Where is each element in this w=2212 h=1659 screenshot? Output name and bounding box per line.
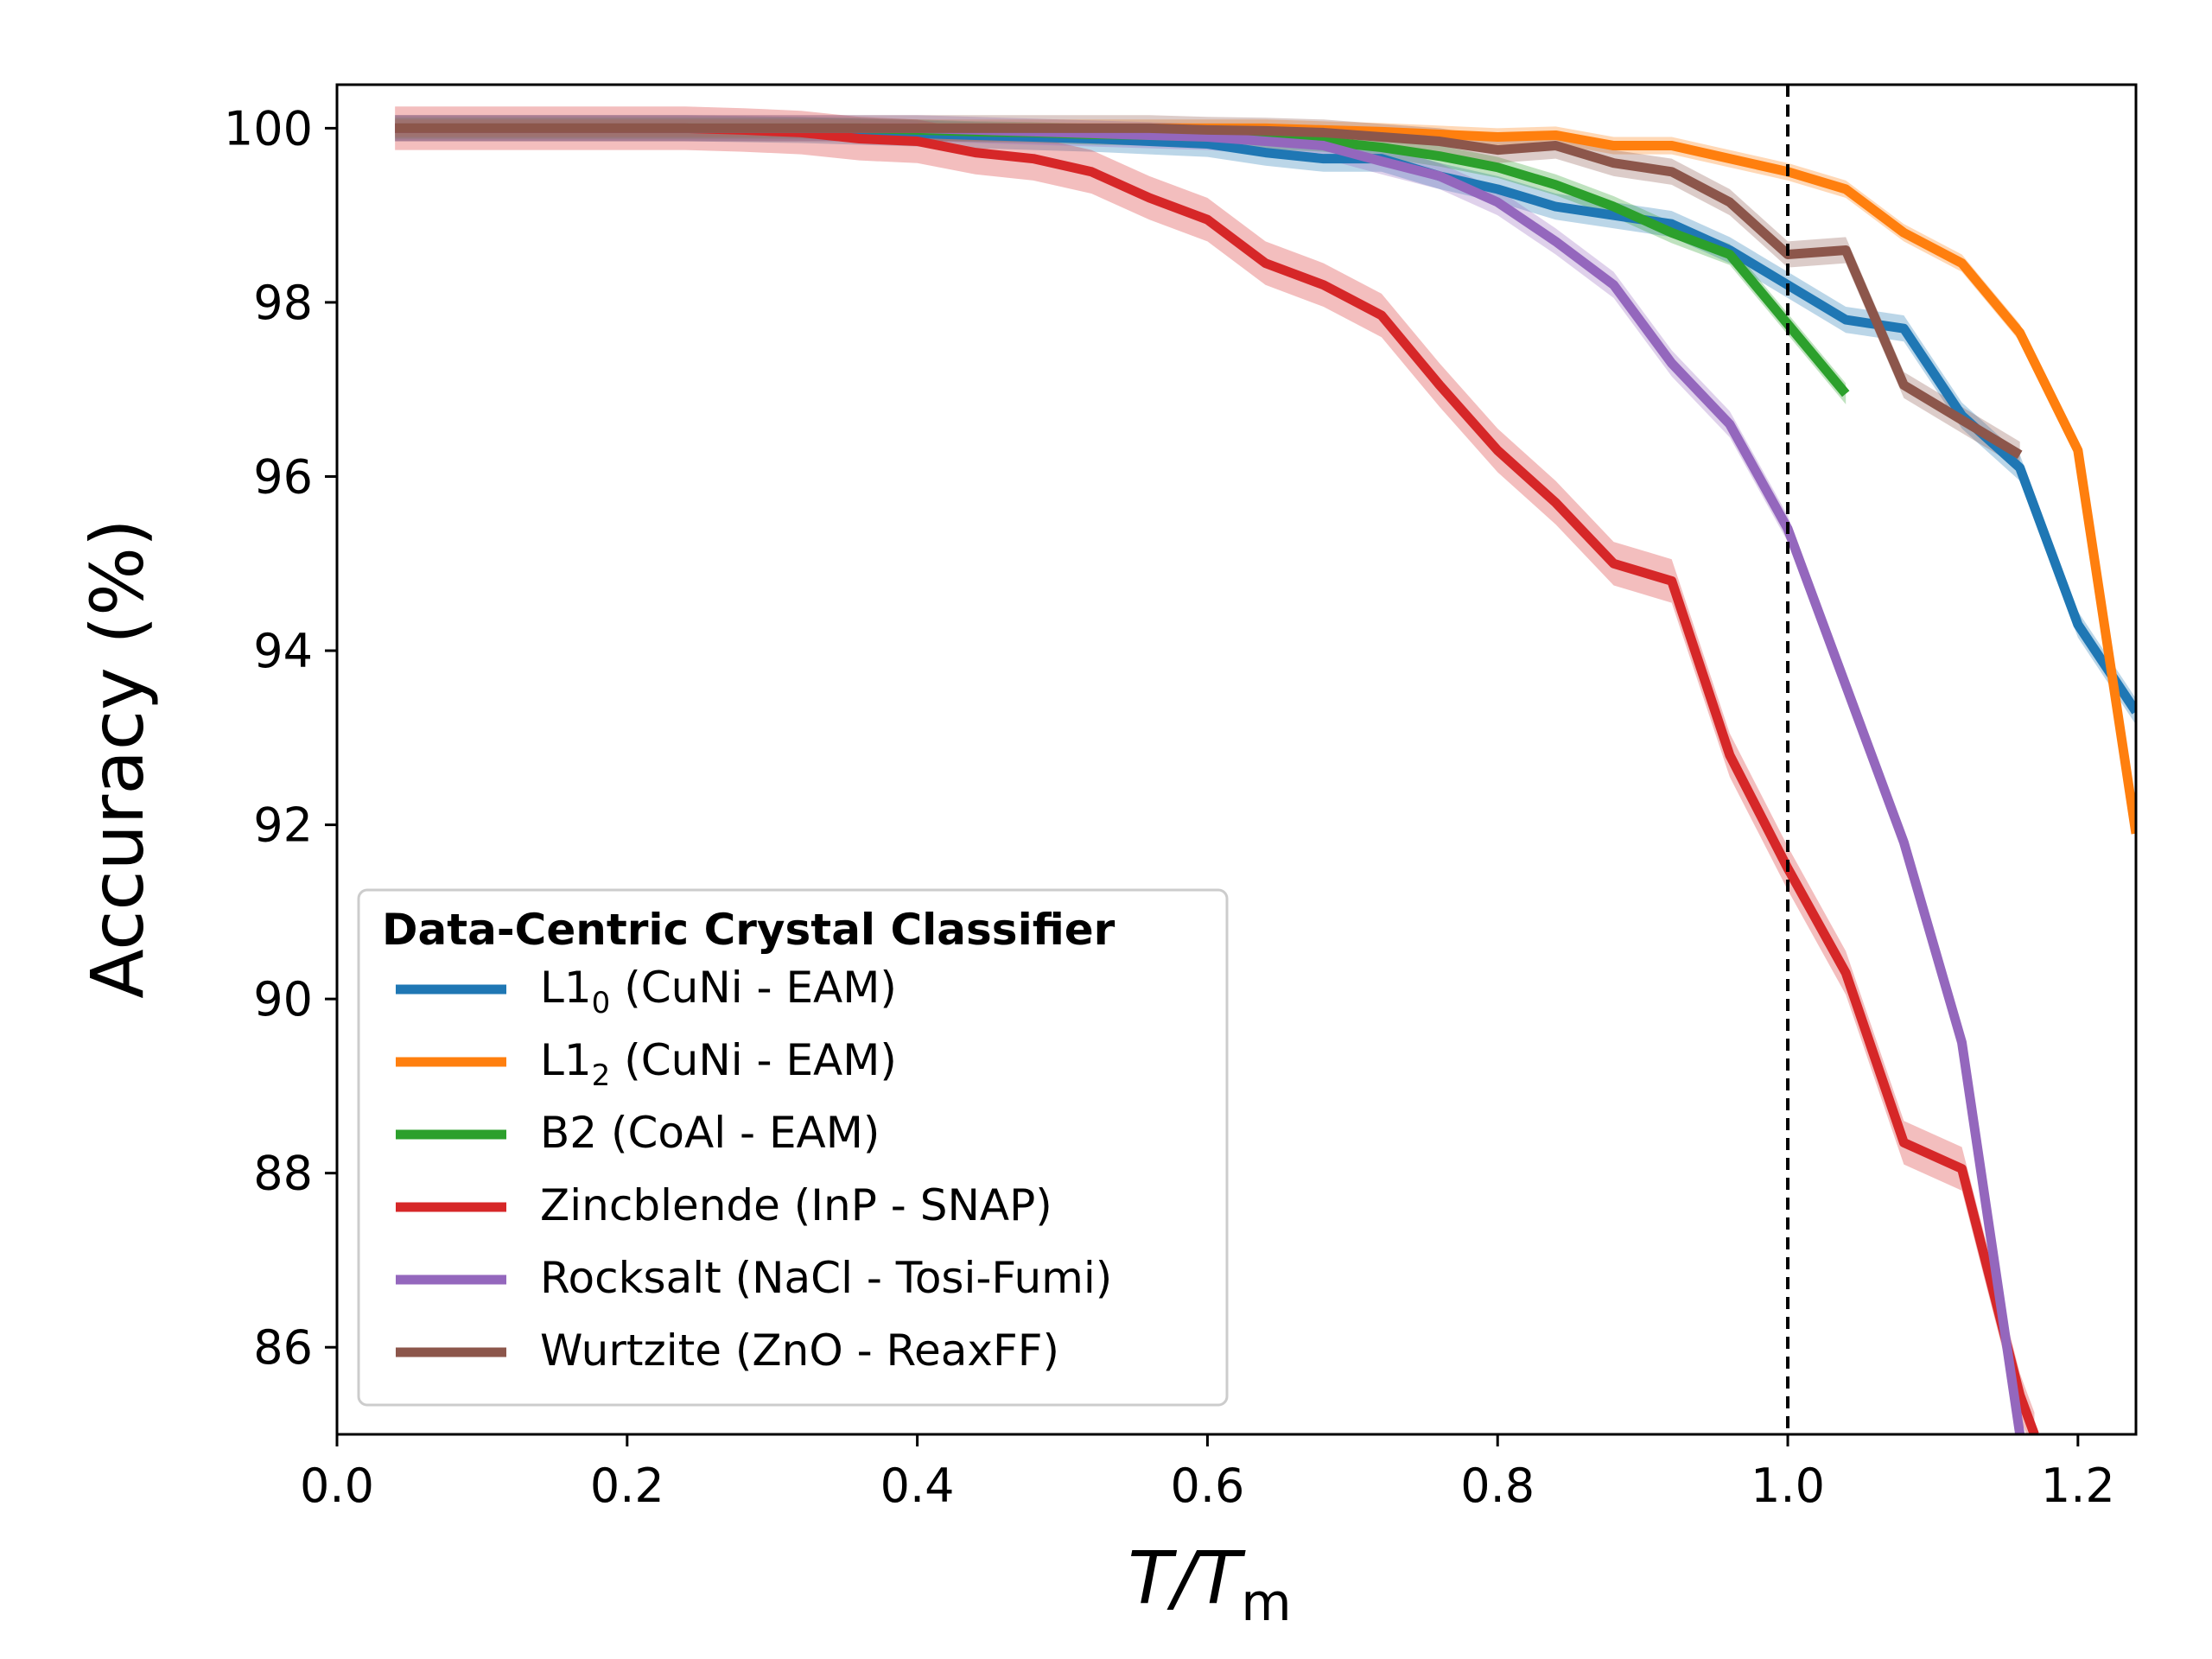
x-axis-label-main: T/T xyxy=(1128,1535,1246,1620)
x-axis-ticks: 0.0 0.2 0.4 0.6 0.8 1.0 1.2 xyxy=(300,1434,2115,1513)
y-tick-label: 92 xyxy=(253,798,313,853)
legend-label-6: Wurtzite (ZnO - ReaxFF) xyxy=(540,1325,1059,1376)
x-tick-label: 0.8 xyxy=(1460,1459,1535,1513)
y-tick-label: 90 xyxy=(253,972,313,1027)
legend-label-3: B2 (CoAl - EAM) xyxy=(540,1108,880,1158)
x-tick-label: 0.2 xyxy=(590,1459,664,1513)
series-line-6 xyxy=(395,123,2023,460)
legend-label-5: Rocksalt (NaCl - Tosi-Fumi) xyxy=(540,1253,1112,1303)
x-axis-label-subscript: m xyxy=(1241,1573,1291,1633)
y-axis-label: Accuracy (%) xyxy=(75,518,160,999)
legend: Data-Centric Crystal Classifier L10 (CuN… xyxy=(357,888,1229,1407)
x-tick-label: 1.0 xyxy=(1751,1459,1825,1513)
y-tick-label: 100 xyxy=(224,101,313,156)
y-tick-label: 86 xyxy=(253,1320,313,1375)
plot-frame xyxy=(335,83,2138,1436)
legend-label-4: Zincblende (InP - SNAP) xyxy=(540,1180,1052,1230)
x-tick-label: 1.2 xyxy=(2041,1459,2115,1513)
legend-label-1: L10 (CuNi - EAM) xyxy=(540,963,897,1020)
y-tick-label: 98 xyxy=(253,276,313,330)
y-tick-label: 94 xyxy=(253,624,313,678)
y-axis-ticks: 86 88 90 92 94 96 98 100 xyxy=(224,101,337,1375)
x-tick-label: 0.0 xyxy=(300,1459,374,1513)
x-tick-label: 0.6 xyxy=(1170,1459,1244,1513)
legend-title: Data-Centric Crystal Classifier xyxy=(382,905,1116,955)
series-band-2 xyxy=(395,119,2136,842)
legend-box xyxy=(357,888,1229,1407)
y-tick-label: 88 xyxy=(253,1147,313,1201)
y-tick-label: 96 xyxy=(253,449,313,504)
x-tick-label: 0.4 xyxy=(880,1459,955,1513)
legend-items: L10 (CuNi - EAM) L12 (CuNi - EAM) B2 (CoAl… xyxy=(396,963,1112,1376)
legend-label-2: L12 (CuNi - EAM) xyxy=(540,1035,897,1093)
series-lines xyxy=(395,123,2136,1434)
x-axis-label: T/Tm xyxy=(1128,1535,1291,1633)
series-line-2 xyxy=(395,123,2136,835)
